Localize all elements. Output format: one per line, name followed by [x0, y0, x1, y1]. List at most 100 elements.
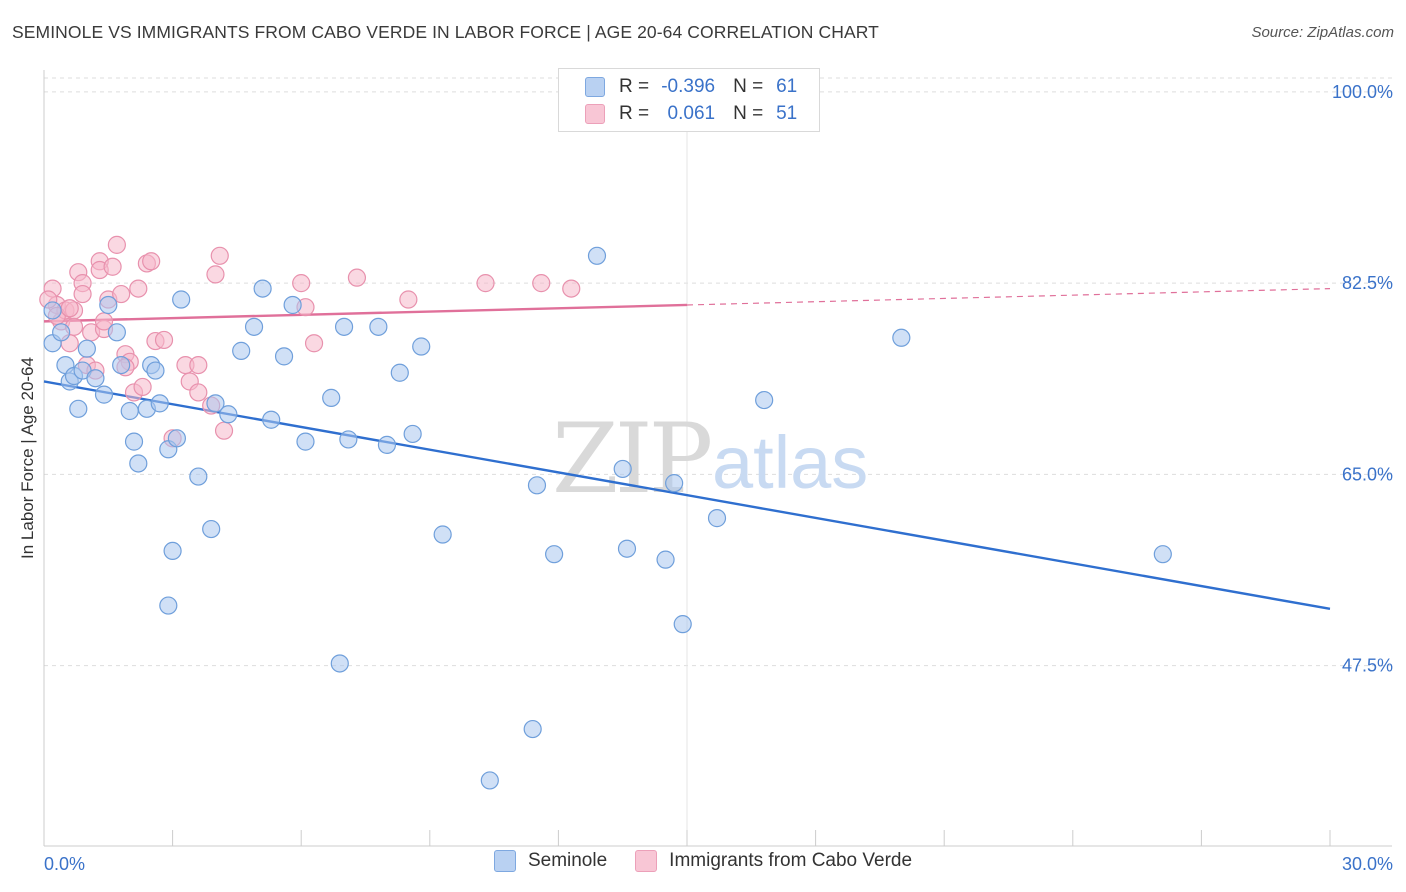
cabo-verde-point — [189, 383, 208, 402]
cabo-verde-point — [347, 268, 367, 287]
cabo-verde-point — [532, 274, 551, 293]
seminole-point — [390, 363, 409, 382]
watermark-atlas: atlas — [712, 421, 868, 504]
cabo-verde-swatch — [585, 104, 605, 124]
seminole-point — [253, 279, 272, 298]
r-label: R = — [619, 76, 650, 97]
y-tick-label: 100.0% — [1332, 82, 1393, 102]
stats-legend: R = -0.396 N = 61 R = 0.061 N = 51 — [558, 68, 820, 132]
x-tick-label: 30.0% — [1342, 854, 1393, 874]
r-value: 0.061 — [662, 103, 716, 124]
seminole-point — [322, 388, 341, 407]
seminole-point — [43, 301, 62, 320]
r-value: -0.396 — [661, 76, 716, 97]
seminole-point — [167, 429, 186, 448]
seminole-point — [146, 361, 165, 380]
seminole-point — [433, 525, 452, 544]
seminole-point — [129, 454, 148, 473]
cabo-verde-point — [60, 299, 79, 318]
cabo-verde-point — [142, 252, 161, 271]
seminole-point — [412, 337, 431, 356]
seminole-point — [94, 385, 114, 404]
seminole-point — [339, 430, 358, 449]
cabo-verde-point — [304, 334, 324, 353]
cabo-verde-point — [73, 284, 92, 304]
cabo-verde-point — [107, 235, 126, 254]
seminole-point — [244, 317, 264, 336]
seminole-point — [334, 317, 354, 336]
seminole-point — [124, 432, 144, 451]
seminole-point — [480, 771, 499, 790]
seminole-point — [120, 401, 139, 421]
y-tick-label: 82.5% — [1342, 273, 1393, 293]
y-axis-label: In Labor Force | Age 20-64 — [18, 357, 37, 559]
seminole-point — [107, 323, 126, 342]
series-legend: Seminole Immigrants from Cabo Verde — [0, 850, 1406, 872]
cabo-verde-point — [292, 274, 311, 293]
axis-layer — [43, 70, 1392, 847]
trend-layer — [43, 287, 1331, 611]
seminole-point — [617, 539, 637, 558]
seminole-point — [613, 459, 632, 479]
cabo-verde-point — [189, 355, 208, 375]
seminole-point — [274, 347, 294, 366]
stats-row-seminole: R = -0.396 N = 61 — [585, 74, 797, 100]
legend-label: Seminole — [527, 850, 608, 871]
cabo-verde-point — [399, 290, 418, 309]
stats-row-cabo-verde: R = 0.061 N = 51 — [585, 101, 797, 127]
cabo-verde-point — [129, 279, 148, 298]
seminole-point — [86, 369, 105, 388]
cabo-verde-point — [210, 246, 229, 265]
seminole-point — [202, 519, 221, 539]
cabo-verde-trend-extension — [686, 287, 1331, 306]
label-layer: 47.5% 65.0% 82.5% 100.0% 0.0% 30.0% In Labor F… — [18, 82, 1393, 874]
seminole-point — [377, 435, 397, 454]
seminole-point — [219, 405, 238, 424]
seminole-point — [403, 424, 422, 444]
cabo-verde-trend-line — [43, 303, 688, 323]
cabo-verde-point — [476, 274, 495, 293]
cabo-verde-point — [133, 377, 152, 397]
cabo-verde-point — [103, 257, 122, 276]
seminole-point — [587, 246, 607, 265]
legend-item-seminole[interactable]: Seminole — [493, 850, 608, 872]
seminole-point — [283, 295, 302, 315]
cabo-verde-point — [214, 421, 234, 440]
seminole-point — [656, 550, 675, 569]
seminole-point — [330, 654, 349, 673]
seminole-point — [707, 509, 727, 528]
seminole-point — [99, 295, 118, 315]
seminole-point — [523, 719, 542, 739]
legend-label: Immigrants from Cabo Verde — [669, 850, 913, 871]
n-value: 61 — [776, 76, 798, 97]
source-label: Source: ZipAtlas.com — [1251, 24, 1394, 41]
seminole-point — [69, 399, 88, 418]
seminole-point — [163, 541, 182, 561]
seminole-point — [545, 545, 564, 564]
seminole-point — [206, 394, 225, 413]
seminole-point — [150, 394, 169, 413]
n-label: N = — [733, 76, 764, 97]
seminole-point — [232, 341, 251, 360]
seminole-point — [673, 615, 692, 634]
watermark-zip: ZIP — [552, 403, 711, 515]
legend-item-cabo-verde[interactable]: Immigrants from Cabo Verde — [635, 850, 912, 872]
cabo-verde-point — [206, 265, 225, 284]
seminole-point — [77, 339, 96, 358]
seminole-point — [892, 328, 911, 347]
points-layer — [39, 235, 1172, 790]
n-value: 51 — [776, 103, 798, 124]
seminole-point — [172, 290, 191, 309]
seminole-point — [52, 323, 71, 342]
seminole-trend-line — [43, 380, 1331, 611]
cabo-verde-point — [112, 284, 131, 304]
seminole-point — [159, 596, 178, 615]
cabo-verde-point — [562, 279, 581, 298]
seminole-point — [527, 476, 547, 495]
seminole-point — [755, 390, 774, 410]
seminole-point — [189, 467, 208, 486]
r-label: R = — [619, 103, 650, 124]
seminole-point — [112, 355, 131, 375]
seminole-swatch — [493, 850, 516, 872]
